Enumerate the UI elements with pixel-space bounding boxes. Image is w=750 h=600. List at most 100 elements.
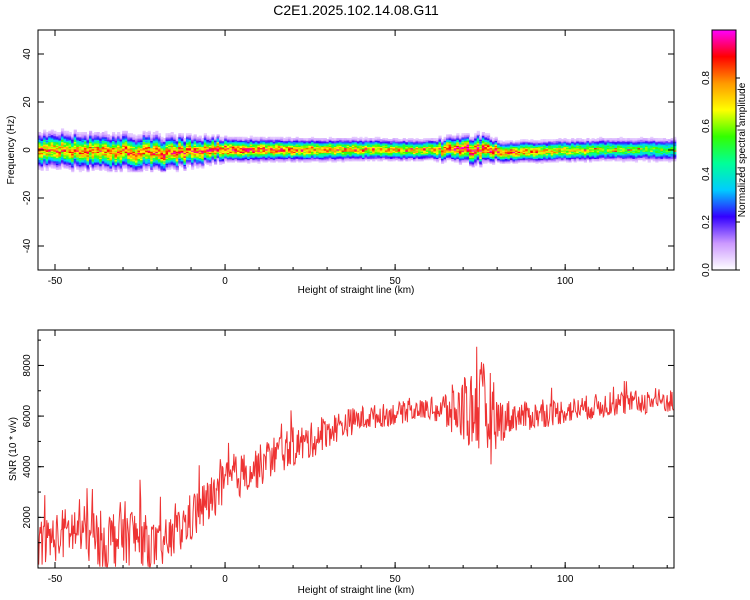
spectrogram-cell	[280, 158, 284, 161]
spectrogram-cell	[540, 151, 544, 153]
spectrogram-cell	[451, 152, 455, 155]
spectrogram-cell	[254, 145, 258, 147]
spectrogram-cell	[548, 152, 552, 155]
spectrogram-cell	[374, 158, 378, 161]
spectrogram-cell	[78, 162, 82, 164]
spectrogram-cell	[111, 156, 116, 158]
spectrogram-cell	[140, 153, 144, 156]
spectrogram-cell	[305, 146, 309, 149]
spectrogram-cell	[173, 153, 177, 156]
spectrogram-cell	[94, 136, 98, 139]
spectrogram-cell	[275, 138, 279, 140]
spectrogram-cell	[145, 144, 149, 146]
spectrogram-cell	[492, 142, 496, 145]
spectrogram-cell	[479, 145, 483, 147]
spectrogram-cell	[160, 152, 164, 155]
spectrogram-cell	[466, 152, 470, 155]
spectrogram-cell	[175, 136, 179, 139]
spectrogram-cell	[58, 152, 62, 155]
spectrogram-cell	[45, 158, 49, 161]
spectrogram-cell	[249, 140, 253, 143]
spectrogram-cell	[560, 142, 565, 145]
spectrogram-cell	[555, 152, 559, 155]
spectrogram-cell	[522, 157, 526, 159]
spectrogram-cell	[188, 140, 192, 143]
spectrogram-cell	[369, 148, 373, 151]
chart-title: C2E1.2025.102.14.08.G11	[273, 2, 439, 18]
spectrogram-cell	[545, 144, 549, 146]
spectrogram-cell	[486, 140, 491, 143]
spectrogram-cell	[351, 148, 355, 151]
spectrogram-cell	[208, 138, 213, 140]
spectrogram-cell	[331, 148, 335, 151]
spectrogram-cell	[545, 145, 549, 147]
spectrogram-cell	[463, 158, 468, 161]
spectrogram-cell	[127, 152, 131, 155]
spectrogram-cell	[140, 138, 144, 140]
spectrogram-cell	[134, 141, 139, 144]
spectrogram-cell	[132, 151, 136, 153]
spectrogram-cell	[349, 154, 353, 157]
spectrogram-cell	[221, 157, 225, 159]
spectrogram-cell	[471, 136, 475, 139]
spectrogram-cell	[336, 141, 340, 144]
spectrogram-cell	[114, 140, 118, 143]
spectrogram-cell	[122, 135, 126, 138]
spectrogram-cell	[119, 158, 123, 161]
spectrogram-cell	[349, 142, 353, 145]
spectrogram-cell	[170, 134, 174, 137]
spectrogram-cell	[272, 144, 276, 146]
spectrogram-cell	[492, 151, 496, 153]
spectrogram-cell	[262, 159, 266, 162]
spectrogram-cell	[400, 156, 404, 158]
spectrogram-cell	[270, 147, 274, 150]
spectrogram-cell	[300, 139, 304, 141]
spectrogram-cell	[287, 140, 292, 143]
spectrogram-cell	[277, 152, 281, 155]
spectrogram-cell	[191, 135, 195, 138]
spectrogram-cell	[287, 147, 292, 150]
spectrogram-cell	[132, 145, 136, 147]
spectrogram-cell	[40, 135, 44, 138]
spectrogram-cell	[469, 152, 473, 155]
spectrogram-cell	[270, 136, 274, 139]
spectrogram-cell	[351, 144, 355, 146]
spectrogram-cell	[109, 136, 113, 139]
spectrogram-cell	[83, 148, 88, 151]
spectrogram-cell	[407, 159, 412, 162]
spectrogram-cell	[48, 141, 52, 144]
spectrogram-cell	[492, 139, 496, 141]
spectrogram-cell	[369, 141, 373, 144]
spectrogram-cell	[326, 141, 330, 144]
spectrogram-cell	[76, 152, 80, 155]
spectrogram-cell	[423, 142, 427, 145]
spectrogram-cell	[83, 157, 88, 159]
spectrogram-cell	[63, 165, 67, 168]
spectrogram-cell	[338, 140, 343, 143]
spectrogram-cell	[476, 138, 480, 140]
spectrogram-cell	[517, 153, 521, 156]
spectrogram-cell	[104, 145, 108, 147]
spectrogram-cell	[119, 151, 123, 153]
spectrogram-cell	[446, 152, 450, 155]
spectrogram-cell	[545, 139, 549, 141]
spectrogram-cell	[568, 158, 572, 161]
spectrogram-cell	[160, 140, 164, 143]
spectrogram-cell	[277, 160, 281, 163]
spectrogram-cell	[91, 156, 95, 158]
spectrogram-cell	[114, 156, 118, 158]
spectrogram-cell	[405, 151, 409, 153]
spectrogram-cell	[178, 140, 182, 143]
spectrogram-cell	[226, 154, 230, 157]
spectrogram-cell	[367, 150, 371, 152]
spectrogram-cell	[441, 151, 445, 153]
spectrogram-cell	[522, 156, 526, 158]
spectrogram-cell	[578, 157, 582, 159]
spectrogram-cell	[145, 154, 149, 157]
spectrogram-cell	[147, 163, 151, 165]
spectrogram-cell	[448, 142, 452, 145]
spectrogram-cell	[129, 139, 133, 141]
spectrogram-cell	[471, 141, 475, 144]
spectrogram-cell	[461, 158, 465, 161]
spectrogram-cell	[58, 145, 62, 147]
